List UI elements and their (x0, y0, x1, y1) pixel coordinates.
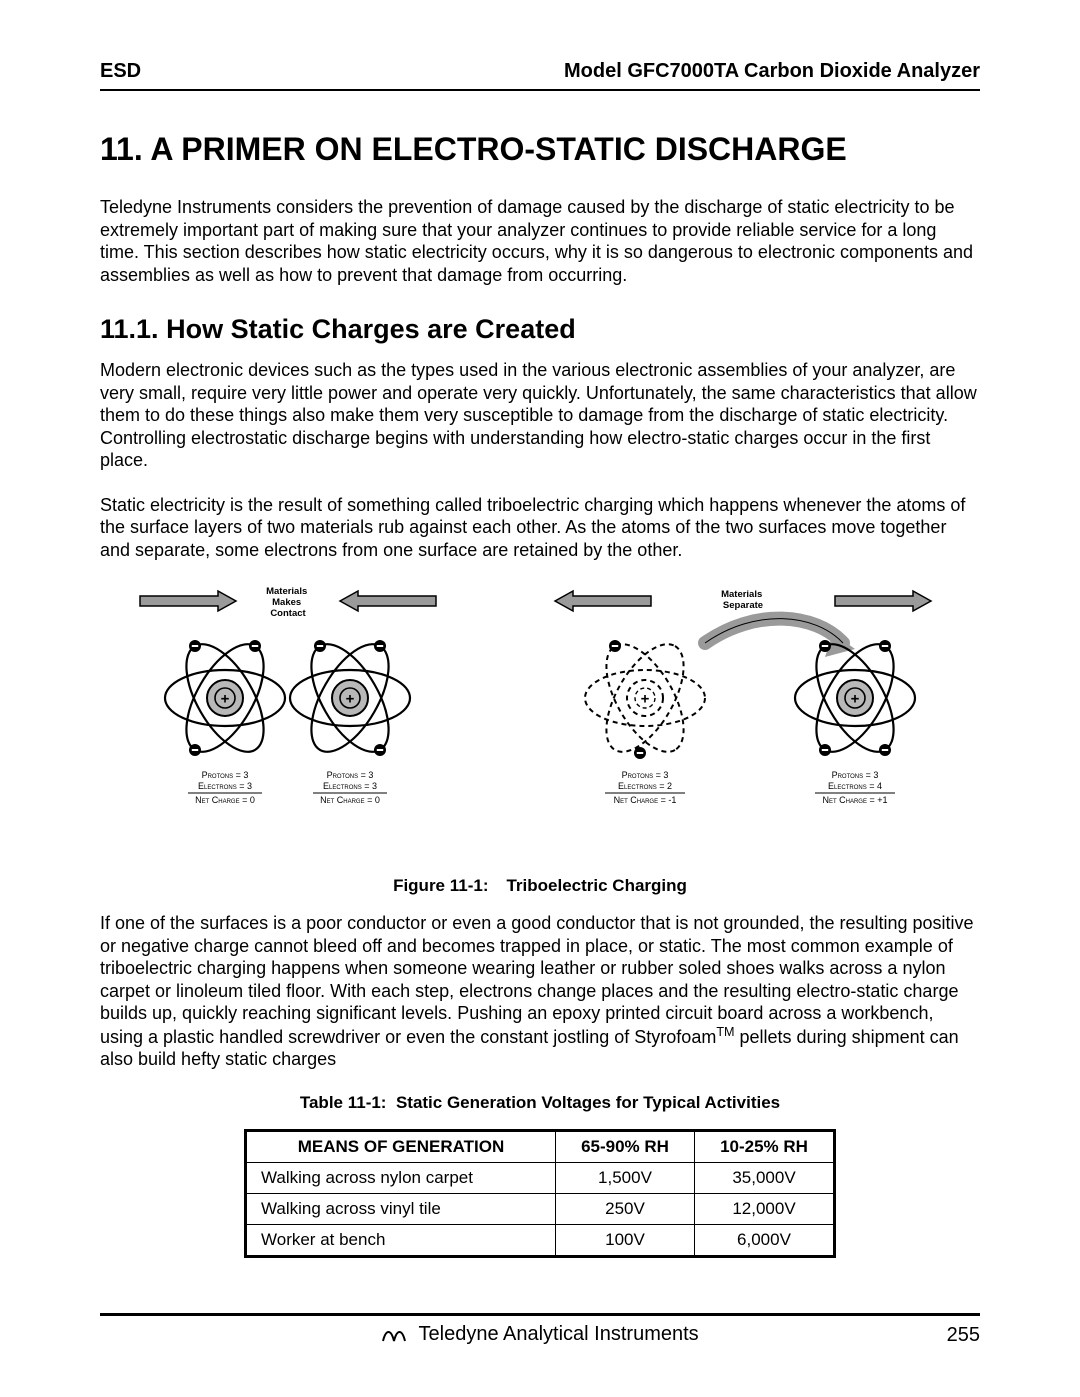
section-11-1-para1: Modern electronic devices such as the ty… (100, 359, 980, 472)
svg-text:Protons = 3: Protons = 3 (202, 770, 249, 780)
page-number: 255 (947, 1324, 980, 1347)
table-11-1: MEANS OF GENERATION 65-90% RH 10-25% RH … (244, 1129, 836, 1258)
svg-text:Net Charge = +1: Net Charge = +1 (822, 795, 887, 805)
page-footer: Teledyne Analytical Instruments 255 (100, 1313, 980, 1347)
table-header: MEANS OF GENERATION (246, 1130, 556, 1162)
table-11-1-caption: Table 11-1: Static Generation Voltages f… (100, 1093, 980, 1113)
chapter-title: 11. A PRIMER ON ELECTRO-STATIC DISCHARGE (100, 131, 980, 168)
intro-paragraph: Teledyne Instruments considers the preve… (100, 196, 980, 286)
svg-text:Materials Separate: Materials Separate (721, 589, 765, 611)
figure-11-1: + Materials Makes Contact (100, 583, 980, 868)
svg-text:Protons = 3: Protons = 3 (327, 770, 374, 780)
svg-text:Electrons = 2: Electrons = 2 (618, 781, 672, 791)
section-11-1-title: 11.1. How Static Charges are Created (100, 314, 980, 345)
table-row: Walking across vinyl tile250V12,000V (246, 1193, 835, 1224)
svg-text:Protons = 3: Protons = 3 (832, 770, 879, 780)
running-header: ESD Model GFC7000TA Carbon Dioxide Analy… (100, 60, 980, 91)
table-cell: 1,500V (556, 1162, 695, 1193)
svg-text:Net Charge = 0: Net Charge = 0 (320, 795, 380, 805)
svg-text:Net Charge = -1: Net Charge = -1 (614, 795, 677, 805)
table-cell: 250V (556, 1193, 695, 1224)
table-cell: 12,000V (695, 1193, 835, 1224)
header-right: Model GFC7000TA Carbon Dioxide Analyzer (564, 60, 980, 83)
table-cell: 35,000V (695, 1162, 835, 1193)
table-cell: 6,000V (695, 1224, 835, 1256)
svg-text:Net Charge = 0: Net Charge = 0 (195, 795, 255, 805)
table-header: 65-90% RH (556, 1130, 695, 1162)
footer-company: Teledyne Analytical Instruments (419, 1323, 699, 1345)
header-left: ESD (100, 60, 141, 83)
table-header: 10-25% RH (695, 1130, 835, 1162)
table-cell: Walking across nylon carpet (246, 1162, 556, 1193)
triboelectric-diagram: + Materials Makes Contact (100, 583, 980, 863)
svg-text:Protons = 3: Protons = 3 (622, 770, 669, 780)
table-row: Walking across nylon carpet1,500V35,000V (246, 1162, 835, 1193)
svg-text:Materials Makes: Materials Makes Contact (266, 586, 310, 619)
teledyne-logo-icon (381, 1325, 407, 1349)
table-header-row: MEANS OF GENERATION 65-90% RH 10-25% RH (246, 1130, 835, 1162)
svg-text:Electrons = 4: Electrons = 4 (828, 781, 882, 791)
svg-text:Electrons = 3: Electrons = 3 (323, 781, 377, 791)
section-11-1-para2: Static electricity is the result of some… (100, 494, 980, 562)
svg-text:+: + (641, 691, 650, 708)
table-cell: Walking across vinyl tile (246, 1193, 556, 1224)
table-cell: 100V (556, 1224, 695, 1256)
figure-11-1-caption: Figure 11-1:Triboelectric Charging (100, 876, 980, 896)
para-after-figure: If one of the surfaces is a poor conduct… (100, 912, 980, 1071)
table-cell: Worker at bench (246, 1224, 556, 1256)
svg-text:Electrons = 3: Electrons = 3 (198, 781, 252, 791)
table-row: Worker at bench100V6,000V (246, 1224, 835, 1256)
